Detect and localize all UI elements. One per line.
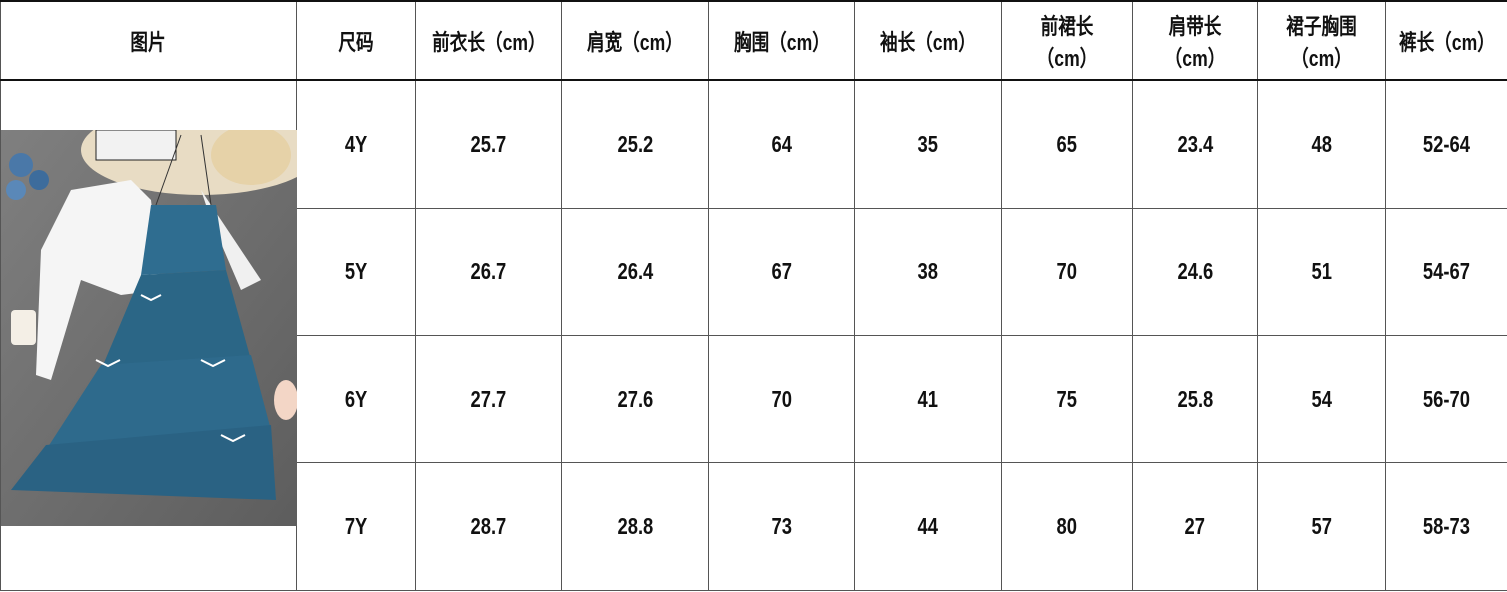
cell-size: 6Y	[296, 334, 416, 464]
table-row: 4Y 25.7 25.2 64 35 65 23.4 48 52-64	[0, 79, 1507, 591]
cell-size: 4Y	[296, 79, 416, 209]
cell-value: 28.8	[617, 513, 653, 540]
header-dress-bust: 裙子胸围（cm）	[1257, 0, 1386, 81]
cell-value: 73	[771, 513, 792, 540]
header-size: 尺码	[296, 0, 416, 81]
cell-value: 23.4	[1177, 130, 1213, 157]
cell-bust: 73	[708, 462, 855, 591]
product-image-cell	[0, 79, 297, 591]
cell-value: 26.7	[470, 258, 507, 285]
cell-value: 67	[771, 258, 792, 285]
cell-value: 75	[1056, 385, 1078, 412]
header-row: 图片 尺码 前衣长（cm） 肩宽（cm） 胸围（cm） 袖长（cm） 前裙长（c…	[0, 0, 1507, 81]
cell-sleeve: 41	[854, 334, 1002, 464]
cell-shoulder: 25.2	[561, 79, 709, 209]
cell-skirt-length: 65	[1001, 79, 1133, 209]
cell-skirt-length: 70	[1001, 207, 1133, 336]
cell-value: 70	[771, 385, 792, 412]
cell-value: 24.6	[1177, 258, 1213, 285]
cell-pants-length: 52-64	[1385, 79, 1507, 209]
cell-value: 7Y	[344, 513, 368, 540]
cell-bust: 70	[708, 334, 855, 464]
cell-skirt-length: 75	[1001, 334, 1133, 464]
cell-value: 4Y	[344, 130, 368, 157]
cell-sleeve: 35	[854, 79, 1002, 209]
header-front-length: 前衣长（cm）	[415, 0, 562, 81]
cell-pants-length: 56-70	[1385, 334, 1507, 464]
cell-value: 56-70	[1422, 385, 1471, 412]
cell-dress-bust: 48	[1257, 79, 1386, 209]
header-strap-length: 肩带长（cm）	[1132, 0, 1258, 81]
header-sleeve: 袖长（cm）	[854, 0, 1002, 81]
cell-strap-length: 25.8	[1132, 334, 1258, 464]
cell-pants-length: 58-73	[1385, 462, 1507, 591]
cell-strap-length: 24.6	[1132, 207, 1258, 336]
cell-value: 27	[1184, 513, 1206, 540]
cell-front-length: 25.7	[415, 79, 562, 209]
cell-dress-bust: 51	[1257, 207, 1386, 336]
cell-strap-length: 27	[1132, 462, 1258, 591]
cell-value: 41	[917, 385, 939, 412]
product-photo	[1, 130, 297, 526]
cell-value: 27.7	[470, 385, 507, 412]
cell-value: 65	[1056, 130, 1078, 157]
cell-dress-bust: 57	[1257, 462, 1386, 591]
cell-value: 48	[1311, 130, 1332, 157]
cell-value: 38	[917, 258, 939, 285]
cell-value: 35	[917, 130, 939, 157]
cell-value: 54-67	[1422, 258, 1471, 285]
cell-size: 7Y	[296, 462, 416, 591]
cell-value: 25.2	[617, 130, 653, 157]
cell-value: 27.6	[617, 385, 653, 412]
cell-value: 70	[1056, 258, 1078, 285]
table-row: 7Y 28.7 28.8 73 44 80 27 57 58-73	[1, 462, 1507, 591]
cell-value: 44	[917, 513, 939, 540]
cell-front-length: 27.7	[415, 334, 562, 464]
cell-value: 64	[771, 130, 792, 157]
cell-bust: 67	[708, 207, 855, 336]
cell-pants-length: 54-67	[1385, 207, 1507, 336]
table-row: 5Y 26.7 26.4 67 38 70 24.6 51 54-67	[1, 207, 1507, 336]
cell-value: 51	[1311, 258, 1332, 285]
cell-value: 25.8	[1177, 385, 1213, 412]
cell-value: 80	[1056, 513, 1078, 540]
header-skirt-length: 前裙长（cm）	[1001, 0, 1133, 81]
cell-value: 25.7	[470, 130, 507, 157]
cell-sleeve: 38	[854, 207, 1002, 336]
cell-skirt-length: 80	[1001, 462, 1133, 591]
header-bust: 胸围（cm）	[708, 0, 855, 81]
cell-front-length: 26.7	[415, 207, 562, 336]
cell-shoulder: 27.6	[561, 334, 709, 464]
cell-bust: 64	[708, 79, 855, 209]
cell-shoulder: 28.8	[561, 462, 709, 591]
cell-value: 54	[1311, 385, 1332, 412]
header-shoulder: 肩宽（cm）	[561, 0, 709, 81]
cell-sleeve: 44	[854, 462, 1002, 591]
cell-strap-length: 23.4	[1132, 79, 1258, 209]
cell-value: 26.4	[617, 258, 653, 285]
cell-value: 52-64	[1422, 130, 1471, 157]
cell-value: 58-73	[1422, 513, 1471, 540]
cell-value: 5Y	[344, 258, 368, 285]
cell-value: 28.7	[470, 513, 507, 540]
cell-dress-bust: 54	[1257, 334, 1386, 464]
header-image: 图片	[0, 0, 297, 81]
cell-front-length: 28.7	[415, 462, 562, 591]
cell-shoulder: 26.4	[561, 207, 709, 336]
cell-value: 57	[1311, 513, 1332, 540]
header-pants-length: 裤长（cm）	[1385, 0, 1507, 81]
cell-size: 5Y	[296, 207, 416, 336]
cell-value: 6Y	[344, 385, 368, 412]
